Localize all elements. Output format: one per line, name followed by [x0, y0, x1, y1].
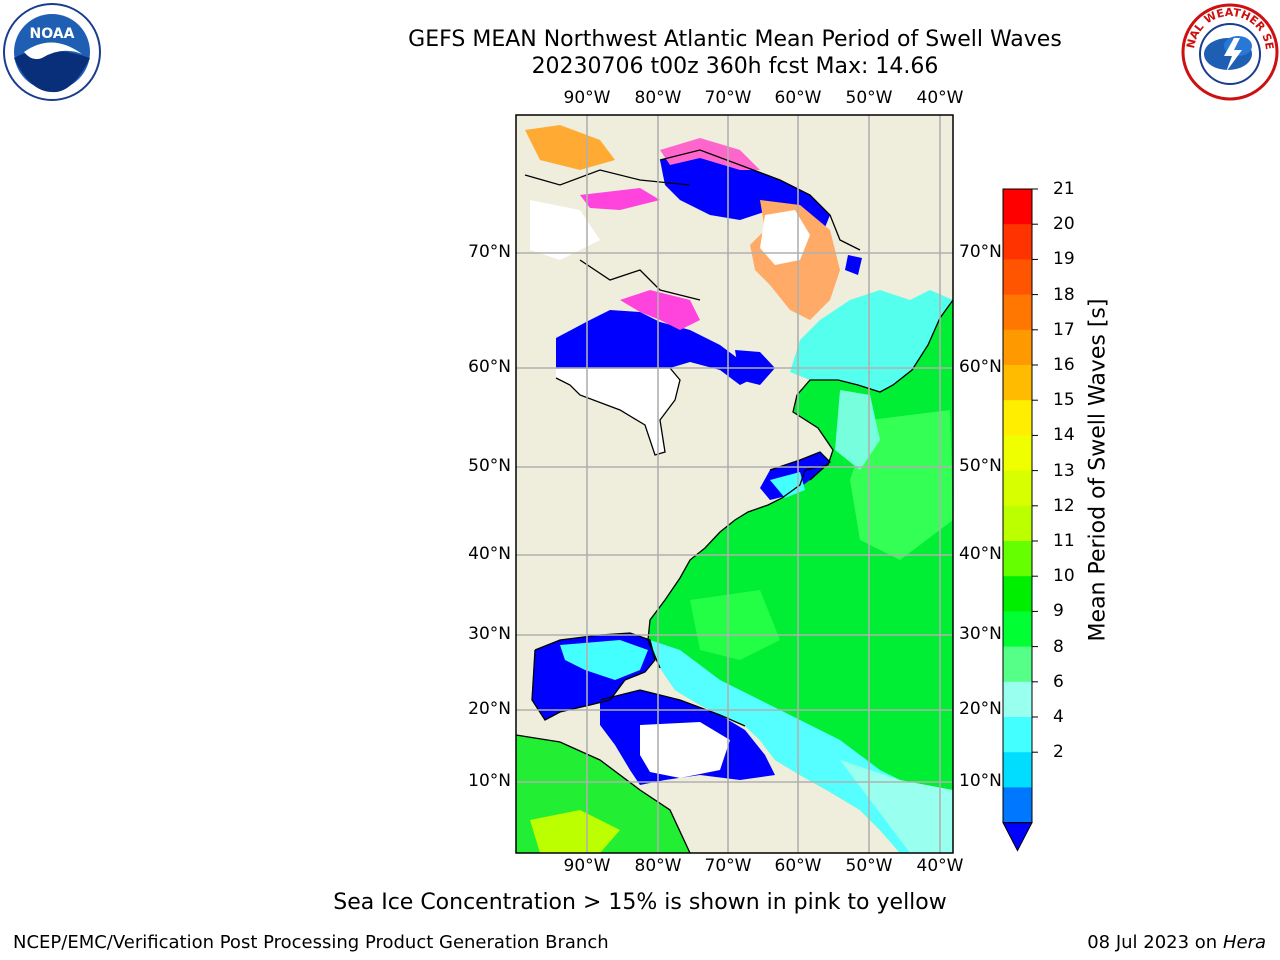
lon-label-bottom: 60°W [774, 856, 822, 876]
lat-label-right: 10°N [959, 771, 1002, 791]
colorbar-segment [1003, 294, 1032, 331]
colorbar-tick-label: 10 [1053, 566, 1075, 587]
footer-date: 08 Jul 2023 on Hera [1087, 932, 1266, 953]
colorbar-segment [1003, 681, 1032, 718]
lon-label-top: 40°W [916, 88, 964, 108]
lat-label-right: 40°N [959, 544, 1002, 564]
colorbar-segment [1003, 787, 1032, 824]
colorbar-segment [1003, 717, 1032, 753]
colorbar-tick-label: 12 [1053, 495, 1075, 516]
lat-label-left: 60°N [468, 357, 511, 377]
lat-label-right: 50°N [959, 456, 1002, 476]
nws-logo: NATIONAL WEATHER SERVICE [1175, 0, 1280, 102]
footer-date-text: 08 Jul 2023 on [1087, 932, 1223, 953]
south-america-yellow [530, 810, 620, 853]
colorbar-extension [1002, 822, 1033, 852]
lat-label-right: 70°N [959, 242, 1002, 262]
lon-label-top: 80°W [634, 88, 682, 108]
colorbar [1002, 188, 1038, 852]
colorbar-segment [1003, 189, 1032, 225]
lon-label-bottom: 50°W [845, 856, 893, 876]
colorbar-tick-label: 11 [1053, 531, 1075, 551]
arctic-ice-pink-2 [580, 188, 660, 210]
map-frame [515, 114, 954, 854]
lon-label-bottom: 70°W [704, 856, 752, 876]
colorbar-segment [1003, 646, 1032, 683]
lat-label-right: 60°N [959, 357, 1002, 377]
lon-label-bottom: 40°W [916, 856, 964, 876]
colorbar-segment [1003, 611, 1032, 648]
chart-subtitle: 20230706 t00z 360h fcst Max: 14.66 [531, 54, 939, 79]
colorbar-tick-label: 16 [1053, 355, 1075, 375]
lon-label-top: 50°W [845, 88, 893, 108]
ocean-green-variation [850, 410, 953, 560]
lon-label-top: 60°W [774, 88, 822, 108]
chart-title: GEFS MEAN Northwest Atlantic Mean Period… [408, 27, 1062, 52]
sea-ice-note: Sea Ice Concentration > 15% is shown in … [333, 890, 947, 915]
gulf-cyan-patch [560, 640, 648, 680]
lon-label-bottom: 90°W [563, 856, 611, 876]
colorbar-tick-label: 20 [1053, 214, 1075, 235]
colorbar-segment [1003, 576, 1032, 612]
colorbar-tick-label: 21 [1053, 179, 1075, 199]
colorbar-segment [1003, 259, 1032, 296]
lat-label-left: 40°N [468, 544, 511, 564]
colorbar-tick-label: 4 [1053, 707, 1064, 727]
colorbar-label: Mean Period of Swell Waves [s] [1085, 298, 1111, 642]
st-lawrence-cyan [770, 472, 805, 498]
ocean-green-variation-2 [690, 590, 780, 660]
colorbar-segment [1003, 329, 1032, 366]
colorbar-segment [1003, 365, 1032, 401]
lon-label-top: 70°W [704, 88, 752, 108]
lon-label-top: 90°W [563, 88, 611, 108]
colorbar-segment [1003, 435, 1032, 472]
lat-label-left: 30°N [468, 624, 511, 644]
colorbar-tick-label: 2 [1053, 742, 1064, 763]
colorbar-tick-label: 14 [1053, 425, 1075, 446]
colorbar-tick-label: 13 [1053, 460, 1075, 481]
lat-label-right: 30°N [959, 624, 1002, 644]
colorbar-tick-label: 8 [1053, 636, 1064, 657]
lat-label-right: 20°N [959, 699, 1002, 719]
lon-label-bottom: 80°W [634, 856, 682, 876]
noaa-logo: NOAA [2, 2, 102, 102]
colorbar-segment [1003, 224, 1032, 260]
arctic-ice-white-2 [530, 200, 600, 260]
colorbar-segment [1003, 752, 1032, 788]
colorbar-segment [1003, 470, 1032, 507]
footer-credit: NCEP/EMC/Verification Post Processing Pr… [13, 932, 609, 953]
colorbar-tick-label: 9 [1053, 601, 1064, 622]
lat-label-left: 10°N [468, 771, 511, 791]
colorbar-tick-label: 19 [1053, 249, 1075, 270]
colorbar-tick-label: 15 [1053, 390, 1075, 411]
graticule [516, 115, 953, 853]
greenland-coast-blue [845, 255, 862, 275]
colorbar-segment [1003, 541, 1032, 577]
colorbar-segment [1003, 505, 1032, 542]
lat-label-left: 50°N [468, 456, 511, 476]
footer-host: Hera [1222, 932, 1266, 953]
ocean-cyan-north [790, 290, 953, 392]
svg-text:NOAA: NOAA [30, 26, 75, 42]
colorbar-tick-label: 18 [1053, 284, 1075, 305]
colorbar-segment [1003, 400, 1032, 436]
colorbar-tick-label: 6 [1053, 671, 1064, 692]
hudson-ice-pink [620, 290, 700, 330]
arctic-ice-orange-2 [525, 125, 615, 170]
lat-label-left: 70°N [468, 242, 511, 262]
colorbar-tick-label: 17 [1053, 319, 1075, 340]
caribbean-white-patch [640, 722, 730, 778]
lat-label-left: 20°N [468, 699, 511, 719]
